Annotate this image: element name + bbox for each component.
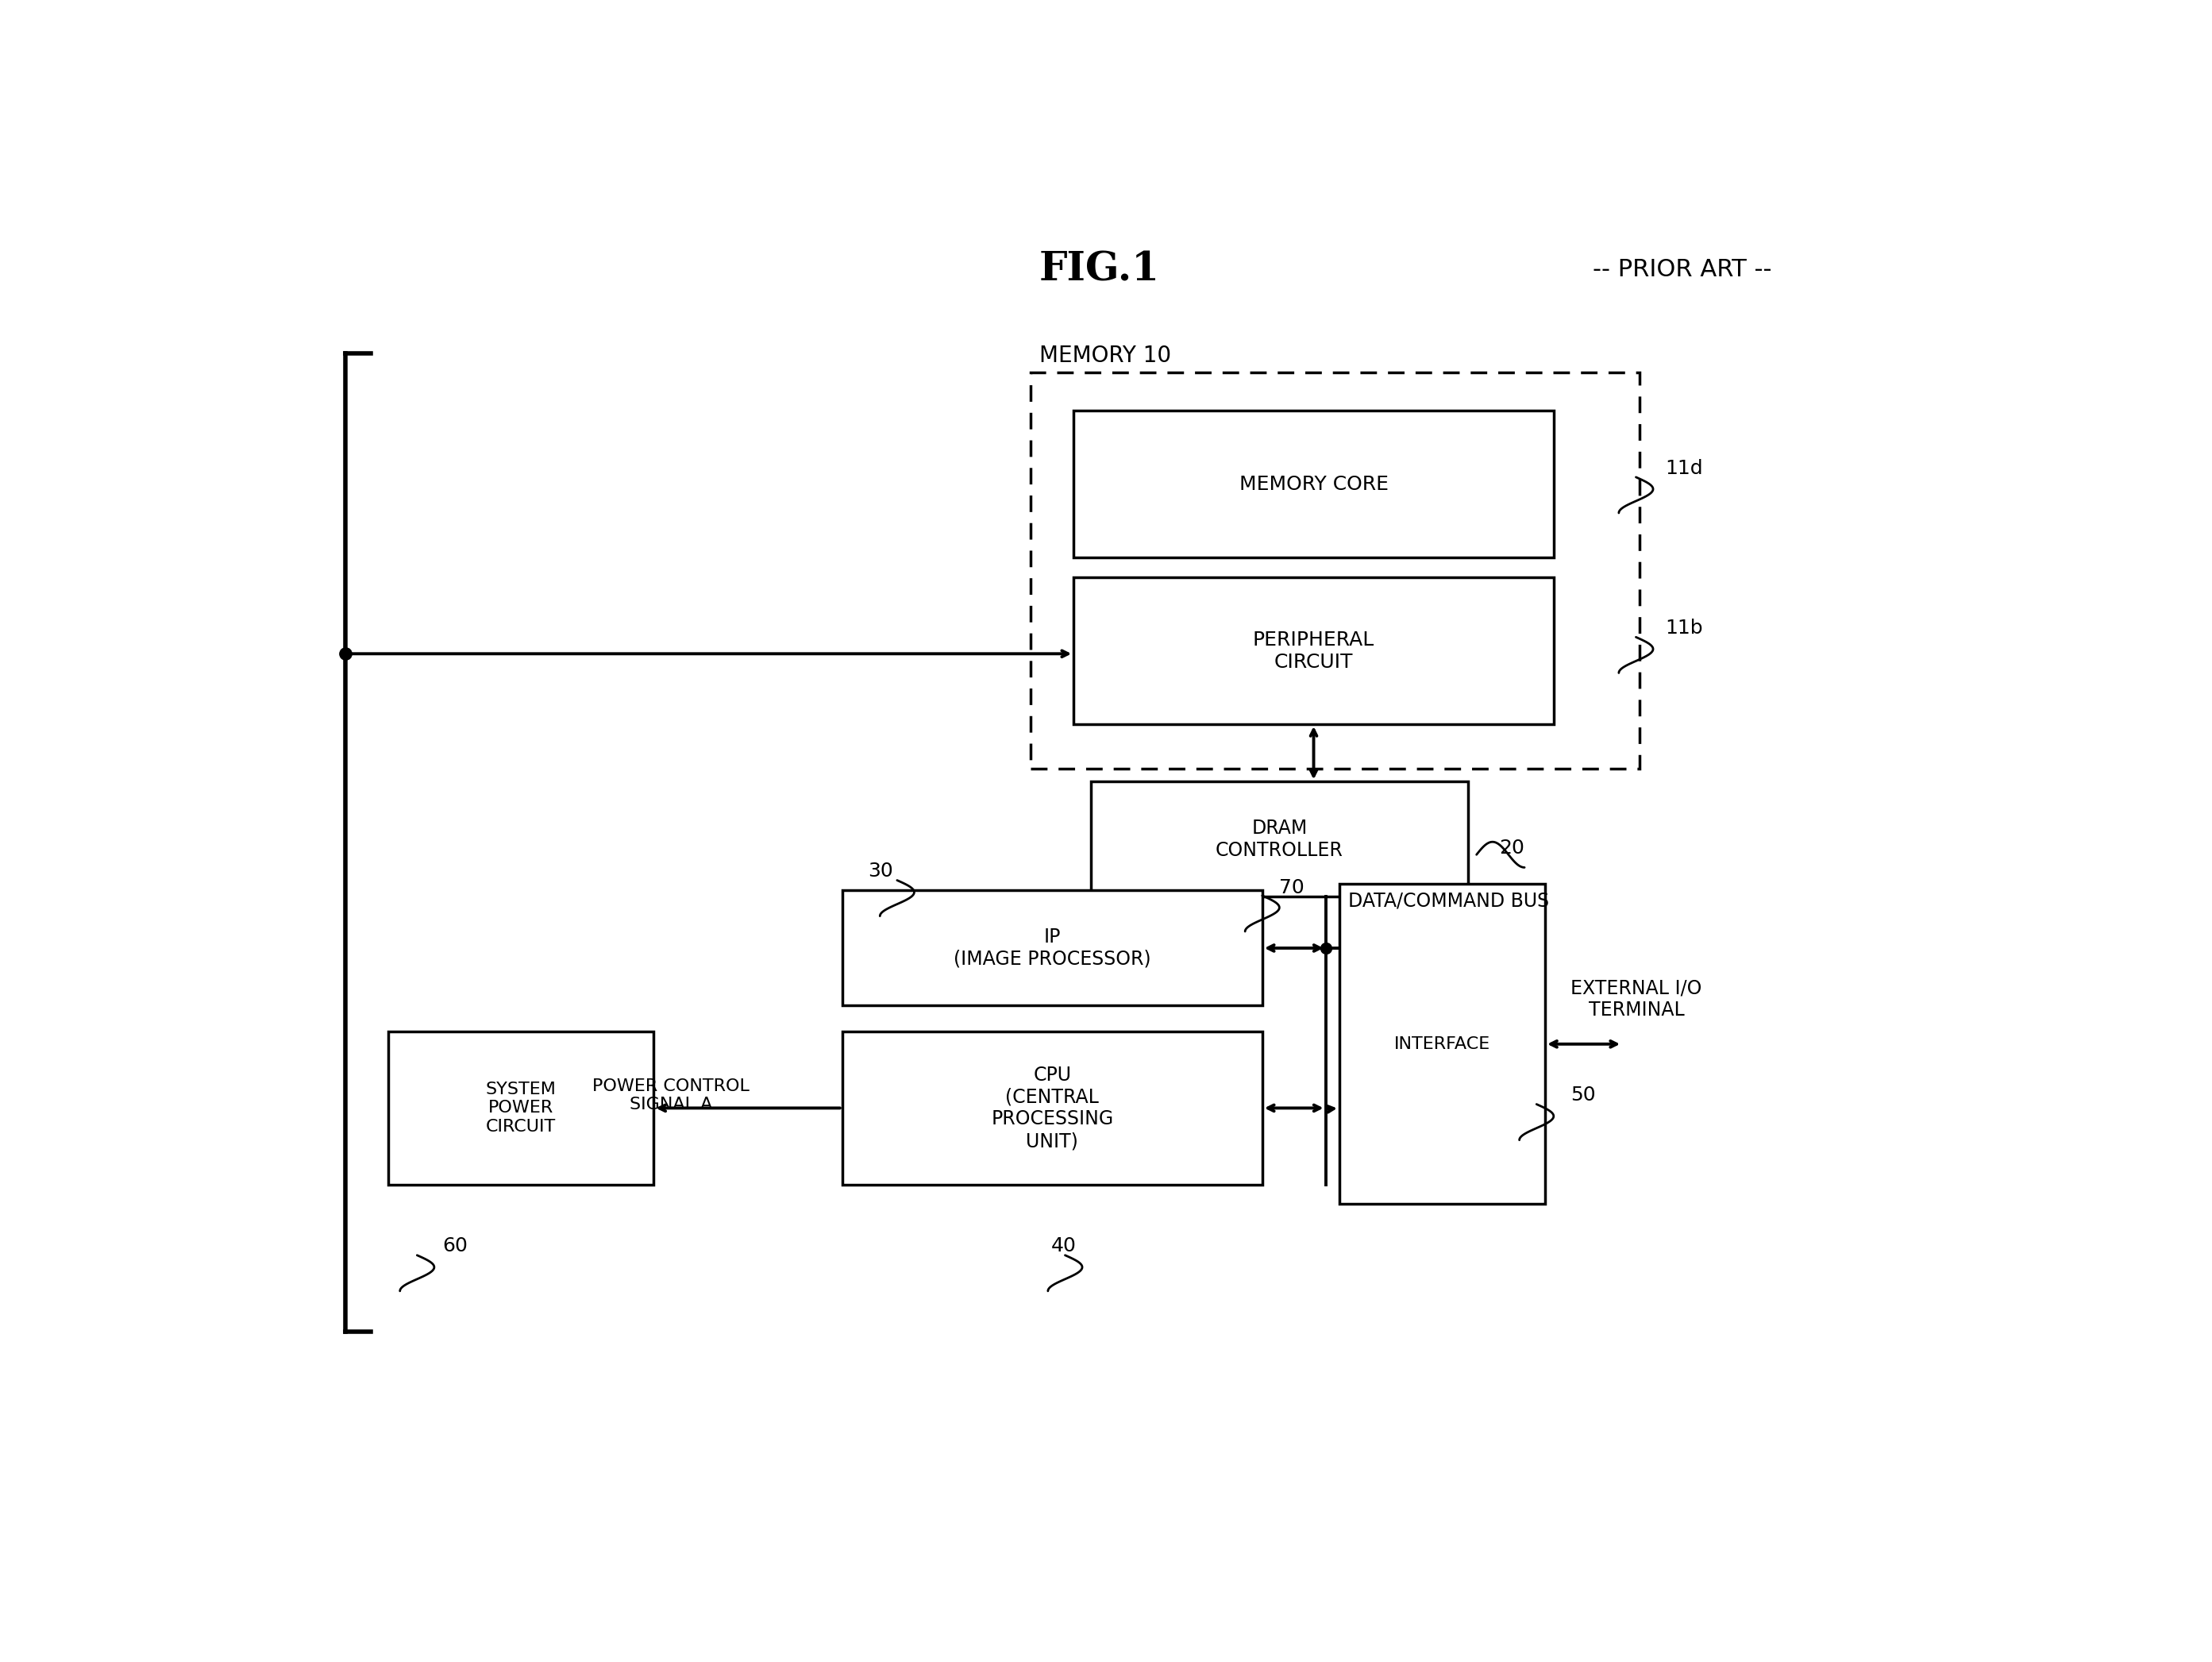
Text: -- PRIOR ART --: -- PRIOR ART -- <box>1593 258 1772 281</box>
Text: 30: 30 <box>867 863 894 881</box>
Text: 50: 50 <box>1571 1085 1595 1105</box>
Text: 11b: 11b <box>1666 618 1703 638</box>
Text: DATA/COMMAND BUS: DATA/COMMAND BUS <box>1347 891 1548 911</box>
Text: EXTERNAL I/O
TERMINAL: EXTERNAL I/O TERMINAL <box>1571 979 1701 1020</box>
Text: DRAM
CONTROLLER: DRAM CONTROLLER <box>1217 819 1343 859</box>
Text: PERIPHERAL
CIRCUIT: PERIPHERAL CIRCUIT <box>1252 630 1374 671</box>
Text: IP
(IMAGE PROCESSOR): IP (IMAGE PROCESSOR) <box>953 927 1150 969</box>
Text: MEMORY CORE: MEMORY CORE <box>1239 475 1389 494</box>
Text: SYSTEM
POWER
CIRCUIT: SYSTEM POWER CIRCUIT <box>484 1082 555 1135</box>
Bar <box>1073 411 1553 558</box>
Text: 60: 60 <box>442 1237 469 1256</box>
Bar <box>843 1030 1263 1185</box>
Bar <box>1340 884 1544 1203</box>
Text: 11d: 11d <box>1666 459 1703 477</box>
Text: FIG.1: FIG.1 <box>1040 251 1159 289</box>
Text: MEMORY 10: MEMORY 10 <box>1040 344 1172 367</box>
Text: 20: 20 <box>1500 839 1524 858</box>
Text: 70: 70 <box>1279 879 1305 897</box>
Bar <box>1091 781 1469 897</box>
Text: POWER CONTROL
SIGNAL A: POWER CONTROL SIGNAL A <box>593 1079 750 1112</box>
Bar <box>1073 577 1553 725</box>
Text: 40: 40 <box>1051 1237 1077 1256</box>
Text: INTERFACE: INTERFACE <box>1394 1035 1491 1052</box>
Bar <box>843 891 1263 1006</box>
Text: CPU
(CENTRAL
PROCESSING
UNIT): CPU (CENTRAL PROCESSING UNIT) <box>991 1065 1113 1150</box>
Bar <box>387 1030 655 1185</box>
Bar <box>1031 372 1639 770</box>
